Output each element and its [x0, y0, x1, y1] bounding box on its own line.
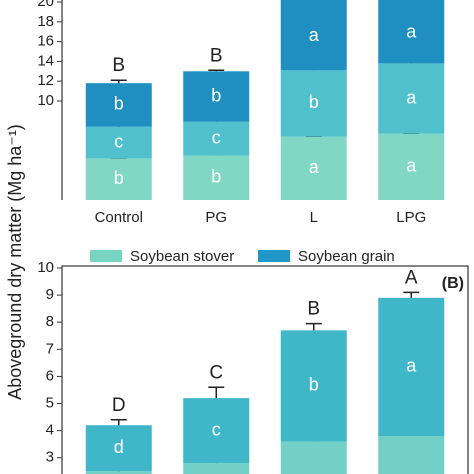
group-label: C — [209, 362, 223, 383]
bar-segment — [378, 63, 445, 134]
bar-segment — [378, 436, 445, 474]
bar-segment — [85, 126, 152, 159]
bar-segment — [183, 155, 250, 200]
error-bar — [110, 419, 127, 426]
error-bar — [208, 69, 225, 72]
bar-segment — [280, 136, 347, 200]
legend-label: Soybean stover — [130, 248, 234, 265]
segment-label: d — [114, 437, 124, 457]
bar-segment — [85, 83, 152, 127]
segment-label: a — [309, 25, 320, 45]
error-bar — [208, 386, 225, 399]
group-label: B — [112, 55, 125, 76]
y-tick-label: 8 — [46, 313, 54, 330]
segment-label: a — [406, 87, 417, 107]
bar-segment — [85, 471, 152, 474]
y-tick-label: 3 — [46, 449, 54, 466]
segment-label: b — [211, 85, 221, 105]
y-tick-label: 7 — [46, 340, 54, 357]
x-tick-label: LPG — [396, 209, 426, 226]
legend-swatch — [90, 250, 122, 262]
group-label: B — [307, 299, 320, 320]
segment-label: b — [309, 92, 319, 112]
y-tick-label: 18 — [37, 13, 54, 30]
bar-segment — [280, 0, 347, 71]
segment-label: b — [114, 168, 124, 188]
segment-label: c — [212, 419, 221, 439]
plot: d c b a — [85, 291, 445, 474]
segment-label: c — [212, 127, 221, 147]
group-label: D — [112, 395, 126, 416]
error-bar — [110, 79, 127, 84]
bar-segment — [183, 463, 250, 474]
y-tick-label: 12 — [37, 72, 54, 89]
legend-swatch — [258, 250, 290, 262]
y-tick-label: 9 — [46, 286, 54, 303]
y-tick-label: 6 — [46, 367, 54, 384]
bar-segment — [85, 158, 152, 200]
segment-label: b — [309, 375, 319, 395]
y-tick-label: 16 — [37, 33, 54, 50]
segment-label: b — [114, 94, 124, 114]
segment-label: a — [309, 157, 320, 177]
y-tick-label: 20 — [37, 0, 54, 10]
error-bar — [305, 322, 322, 331]
bar-segment — [378, 0, 445, 64]
y-tick-label: 4 — [46, 422, 54, 439]
y-axis-title: Aboveground dry matter (Mg ha⁻¹) — [5, 124, 25, 400]
segment-label: a — [406, 356, 417, 376]
panel-label: (B) — [442, 275, 464, 292]
group-label: A — [405, 267, 418, 288]
bar-segment — [183, 398, 250, 464]
legend-label: Soybean grain — [298, 248, 395, 265]
x-tick-label: Control — [95, 209, 143, 226]
plot-frame — [61, 265, 469, 474]
x-tick-label: L — [310, 209, 318, 226]
bar-segment — [183, 121, 250, 156]
bar-segment — [183, 71, 250, 122]
segment-label: b — [211, 166, 221, 186]
bar-segment — [280, 330, 347, 442]
bar-segment — [85, 425, 152, 472]
bar-segment — [280, 70, 347, 137]
error-bar — [403, 291, 420, 298]
y-tick-label: 10 — [37, 92, 54, 109]
segment-label: c — [114, 131, 123, 151]
bar-segment — [280, 441, 347, 474]
bar-segment — [378, 133, 445, 200]
x-tick-label: PG — [205, 209, 227, 226]
segment-label: a — [406, 21, 417, 41]
y-tick-label: 5 — [46, 394, 54, 411]
y-tick-label: 10 — [37, 259, 54, 276]
segment-label: a — [406, 156, 417, 176]
group-label: B — [210, 45, 223, 66]
bar-segment — [378, 297, 445, 437]
y-tick-label: 14 — [37, 52, 54, 69]
